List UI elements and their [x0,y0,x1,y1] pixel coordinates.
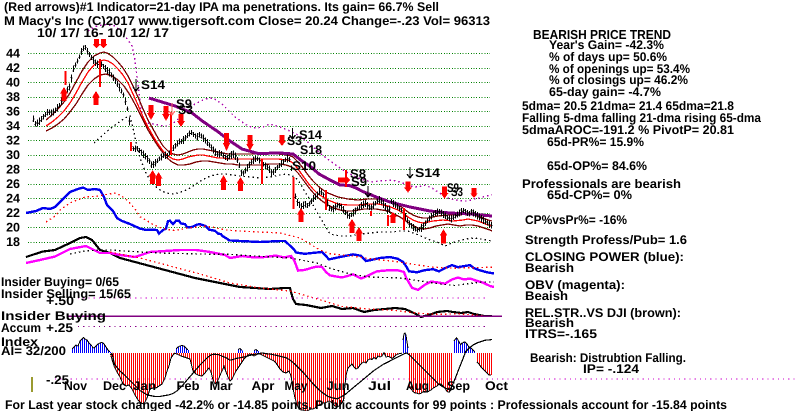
svg-text:5dma= 20.5 21dma= 21.4 65dma=2: 5dma= 20.5 21dma= 21.4 65dma=21.8 [522,99,734,113]
svg-text:40: 40 [6,76,20,90]
svg-text:38: 38 [6,90,20,104]
svg-text:65-day gain= -4.7%: 65-day gain= -4.7% [549,85,661,99]
svg-text:Nov: Nov [64,379,87,393]
svg-text:Falling 5-dma falling 21-dma: Falling 5-dma falling 21-dma rising 65-d… [522,111,762,125]
svg-text:S14: S14 [141,78,165,92]
svg-text:Insider Selling= 15/65: Insider Selling= 15/65 [1,287,131,301]
svg-text:Sep: Sep [447,379,470,393]
svg-text:Professionals are bearish: Professionals are bearish [522,177,681,191]
svg-text:% of openings up= 53.4%: % of openings up= 53.4% [549,62,690,76]
svg-text:% of days up= 50.6%: % of days up= 50.6% [549,50,667,64]
svg-text:32: 32 [6,134,20,148]
svg-text:Index: Index [1,335,38,349]
svg-text:10/ 17/ 16- 10/ 12/ 17: 10/ 17/ 16- 10/ 12/ 17 [37,26,169,40]
svg-text:Apr: Apr [252,379,275,393]
svg-text:Oct: Oct [485,379,509,393]
svg-text:S8: S8 [350,167,366,181]
svg-text:Feb: Feb [177,379,200,393]
svg-text:S9: S9 [447,181,459,195]
svg-text:5dmaAROC=-191.2 % PivotP= 20.: 5dmaAROC=-191.2 % PivotP= 20.81 [522,123,734,137]
svg-text:22: 22 [6,206,20,220]
svg-text:CP%vsPr%= -16%: CP%vsPr%= -16% [525,213,627,227]
svg-text:Beaish: Beaish [525,289,568,303]
svg-text:Bearish: Bearish [525,261,574,275]
svg-text:Bearish: Distrubtion Falling.: Bearish: Distrubtion Falling. [530,351,686,365]
svg-text:36: 36 [6,105,20,119]
svg-text:+.25: +.25 [46,321,73,335]
svg-text:18: 18 [6,235,20,249]
svg-text:S3: S3 [287,134,302,148]
svg-text:Year's Gain= -42.3%: Year's Gain= -42.3% [549,38,664,52]
svg-text:AI= 32/200: AI= 32/200 [1,344,66,358]
svg-text:Strength Profess/Pub= 1.6: Strength Profess/Pub= 1.6 [525,233,687,247]
svg-text:44: 44 [6,47,20,61]
svg-text:Dec: Dec [103,379,126,393]
svg-text:May: May [285,379,308,393]
svg-text:S3: S3 [451,185,463,199]
svg-text:Jun: Jun [327,379,350,393]
svg-text:65d-PR%= 15.9%: 65d-PR%= 15.9% [547,135,644,149]
svg-text:Bearish: Bearish [525,316,574,330]
svg-text:28: 28 [6,163,20,177]
svg-text:65d-CP%= 0%: 65d-CP%= 0% [547,188,632,202]
svg-text:For Last year stock changed -4: For Last year stock changed -42.2% or -1… [5,398,727,411]
svg-text:34: 34 [6,119,20,133]
svg-text:OBV (magenta):: OBV (magenta): [525,278,625,292]
svg-text:M Macy's Inc (C)2017 www.t: M Macy's Inc (C)2017 www.tigersoft.com C… [4,14,490,28]
svg-text:Insider Buying: Insider Buying [1,309,106,323]
svg-text:S14: S14 [415,166,440,180]
svg-text:Accum: Accum [1,321,41,335]
svg-text:REL.STR..VS DJI (brown):: REL.STR..VS DJI (brown): [525,306,681,320]
svg-text:Insider Buying= 0/65: Insider Buying= 0/65 [1,275,119,289]
svg-text:ITRS=-.165: ITRS=-.165 [525,327,597,341]
svg-text:26: 26 [6,177,20,191]
svg-text:S9: S9 [351,175,367,189]
svg-text:-.25: -.25 [46,373,69,387]
svg-text:20: 20 [6,221,20,235]
svg-text:Jul: Jul [368,379,391,393]
svg-text:S3: S3 [178,103,193,117]
svg-text:CLOSING POWER (blue):: CLOSING POWER (blue): [525,250,684,264]
svg-text:S9: S9 [176,97,192,111]
svg-text:Aug: Aug [406,379,429,393]
svg-text:(Red arrows)#1 Indicator=21-da: (Red arrows)#1 Indicator=21-day IPA ma p… [4,0,439,14]
svg-text:S18: S18 [300,143,322,157]
svg-text:IP= -.124: IP= -.124 [583,362,639,376]
svg-text:24: 24 [6,192,20,206]
svg-text:+.50: +.50 [46,294,74,308]
svg-text:42: 42 [6,61,20,75]
svg-text:BEARISH PRICE TREND: BEARISH PRICE TREND [533,27,671,42]
svg-text:Jan: Jan [133,379,156,393]
svg-text:S14: S14 [299,128,322,142]
svg-text:30: 30 [6,148,20,162]
svg-text:% of closings up= 46.2%: % of closings up= 46.2% [549,73,688,87]
svg-text:Mar: Mar [210,379,233,393]
svg-text:65d-OP%= 84.6%: 65d-OP%= 84.6% [547,159,647,173]
svg-text:S10: S10 [292,159,316,173]
